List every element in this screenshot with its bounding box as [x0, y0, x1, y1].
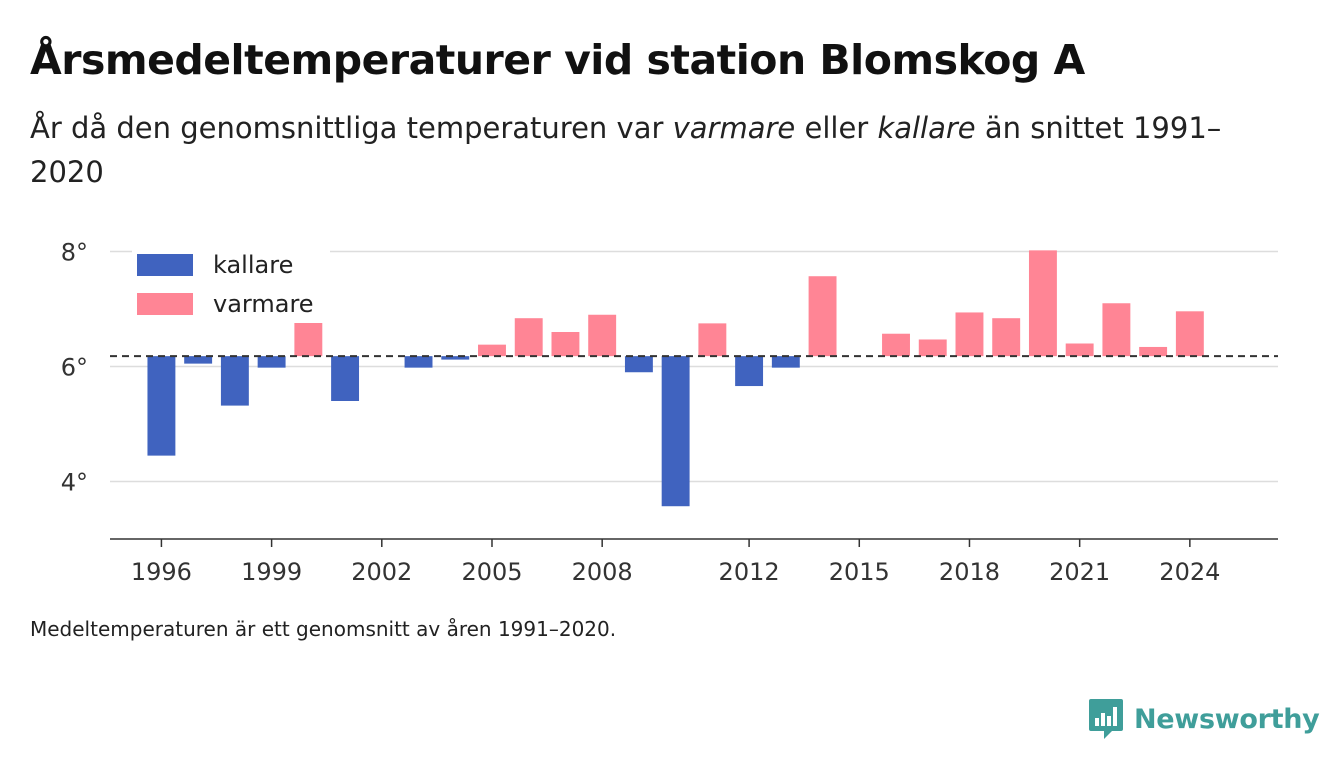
legend-colder-swatch — [137, 254, 193, 276]
chart-subtitle: År då den genomsnittliga temperaturen va… — [30, 106, 1270, 194]
bar-2011 — [698, 323, 727, 357]
y-tick-label-4: 4° — [61, 469, 88, 497]
x-tick-label-2005: 2005 — [461, 558, 522, 586]
bar-2001 — [331, 356, 360, 401]
bars — [147, 250, 1204, 507]
bar-2016 — [882, 333, 910, 357]
subtitle-part-2: eller — [795, 111, 878, 145]
bar-1996 — [147, 356, 176, 456]
x-tick-label-2024: 2024 — [1159, 558, 1220, 586]
bar-2012 — [735, 356, 764, 387]
x-tick-label-2021: 2021 — [1049, 558, 1110, 586]
bar-2004 — [441, 356, 470, 360]
bar-2005 — [478, 344, 506, 357]
subtitle-part-3: än snittet 1991–2020 — [30, 111, 1222, 189]
y-tick-label-8: 8° — [61, 239, 88, 267]
subtitle-warmer-word: varmare — [672, 111, 796, 145]
bar-2019 — [992, 318, 1021, 357]
x-tick-label-1996: 1996 — [131, 558, 192, 586]
footnote: Medeltemperaturen är ett genomsnitt av å… — [30, 617, 617, 641]
x-tick-label-2008: 2008 — [572, 558, 633, 586]
bar-2010 — [661, 356, 690, 507]
legend-warmer-swatch — [137, 293, 193, 315]
x-tick-label-2012: 2012 — [719, 558, 780, 586]
bar-2023 — [1139, 346, 1168, 357]
bar-2008 — [588, 314, 617, 357]
bar-1998 — [220, 356, 249, 406]
subtitle-part-1: År då den genomsnittliga temperaturen va… — [30, 111, 673, 145]
x-tick-label-2018: 2018 — [939, 558, 1000, 586]
bar-1999 — [257, 356, 286, 368]
x-tick-label-2015: 2015 — [829, 558, 890, 586]
y-tick-label-6: 6° — [61, 354, 88, 382]
bar-2013 — [771, 356, 800, 368]
bar-2018 — [955, 312, 984, 357]
bar-2017 — [918, 339, 947, 357]
bar-2003 — [404, 356, 433, 368]
legend: kallare varmare — [132, 245, 330, 323]
legend-warmer-label: varmare — [213, 290, 314, 318]
bar-2020 — [1028, 250, 1057, 357]
bar-2021 — [1065, 343, 1094, 357]
bar-2014 — [808, 276, 837, 357]
subtitle-colder-word: kallare — [877, 111, 976, 145]
x-axis-ticks: 1996 1999 2002 2005 2008 2012 2015 2018 2021 2024 — [131, 539, 1220, 586]
chart-title: Årsmedeltemperaturer vid station Blomsko… — [30, 36, 1085, 84]
bar-1997 — [184, 356, 213, 364]
x-tick-label-1999: 1999 — [241, 558, 302, 586]
legend-colder-label: kallare — [213, 251, 293, 279]
bar-2007 — [551, 332, 580, 357]
bar-2009 — [624, 356, 653, 373]
newsworthy-logo-icon — [1089, 699, 1123, 739]
newsworthy-logo[interactable]: Newsworthy — [1088, 696, 1320, 742]
x-tick-label-2002: 2002 — [351, 558, 412, 586]
bar-2022 — [1102, 303, 1131, 357]
newsworthy-logo-text: Newsworthy — [1134, 703, 1320, 735]
y-axis-ticks: 4° 6° 8° — [61, 239, 88, 497]
bar-2006 — [514, 318, 543, 357]
bar-2024 — [1175, 311, 1204, 357]
